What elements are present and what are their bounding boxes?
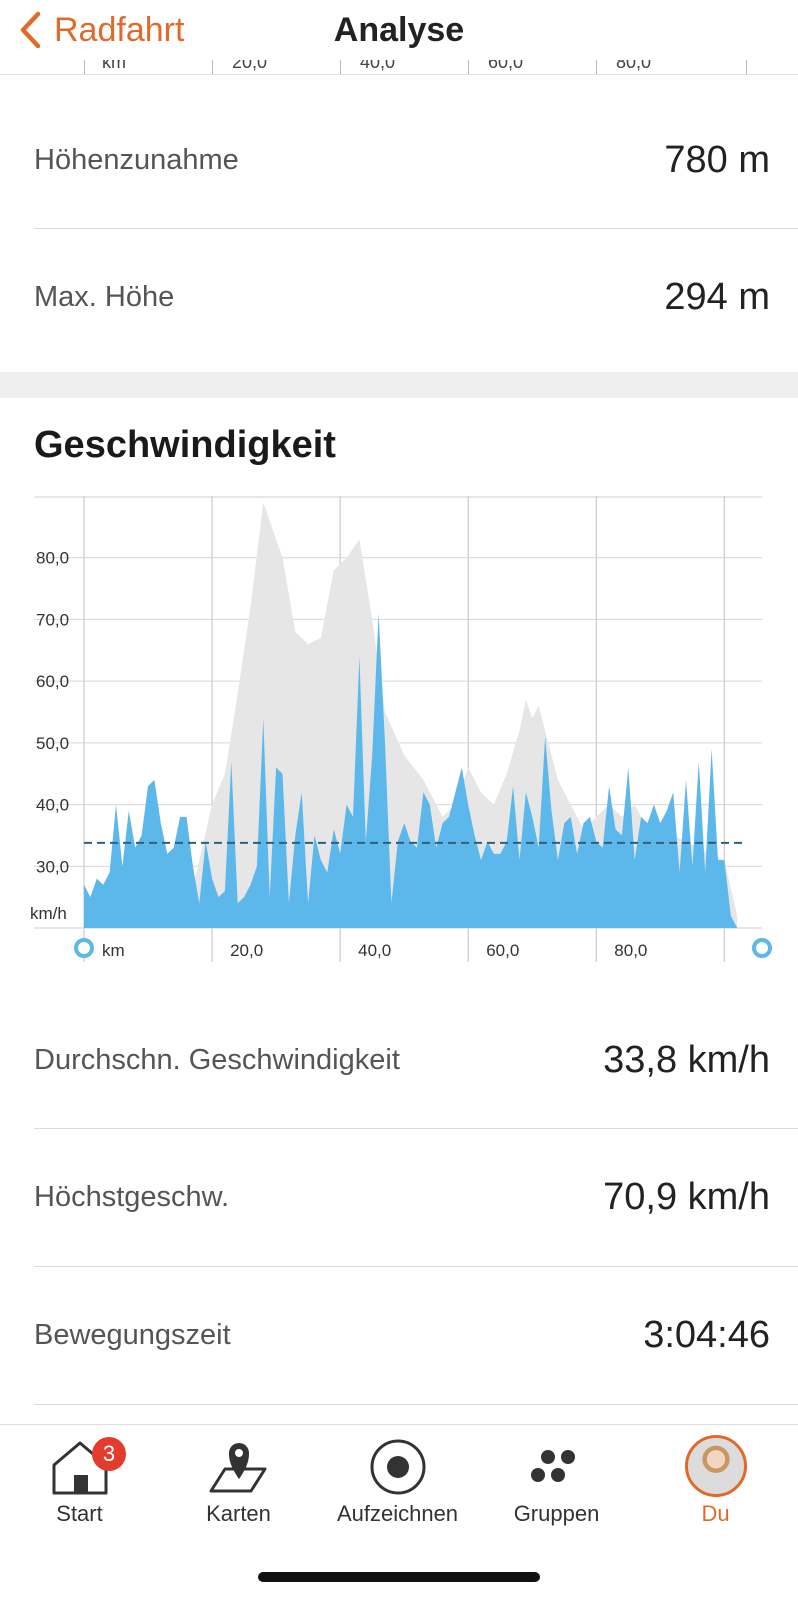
- stat-value: 3:04:46: [643, 1313, 770, 1356]
- bottom-tab-bar: 3 Start Karten Aufzeichnen Gruppen Du: [0, 1424, 798, 1601]
- peek-tick-80: 80,0: [616, 60, 652, 72]
- back-label: Radfahrt: [54, 10, 185, 49]
- speed-area: [84, 613, 738, 928]
- tab-label: Start: [56, 1501, 103, 1526]
- x-axis-unit-label: km: [102, 941, 125, 960]
- back-button[interactable]: Radfahrt: [18, 8, 184, 52]
- map-icon: [209, 1443, 266, 1493]
- y-tick-label: 50,0: [36, 734, 69, 753]
- stat-label: Max. Höhe: [34, 280, 175, 313]
- stat-elevation-gain: Höhenzunahme 780 m: [34, 92, 770, 228]
- stat-value: 294 m: [664, 275, 770, 318]
- peek-tick-km: km: [102, 60, 126, 72]
- tab-label: Aufzeichnen: [336, 1501, 459, 1526]
- stat-label: Höchstgeschw.: [34, 1180, 230, 1213]
- speed-section-title: Geschwindigkeit: [34, 424, 336, 466]
- page-title: Analyse: [333, 11, 465, 49]
- avatar: [684, 1435, 747, 1497]
- home-indicator: [258, 1572, 540, 1582]
- x-tick-label: 20,0: [230, 941, 263, 960]
- tab-aufzeichnen[interactable]: Aufzeichnen: [318, 1425, 477, 1545]
- stat-max-speed: Höchstgeschw. 70,9 km/h: [34, 1129, 770, 1265]
- groups-icon: [530, 1450, 575, 1482]
- stat-label: Höhenzunahme: [34, 143, 239, 176]
- y-axis-unit-label: km/h: [30, 904, 67, 923]
- tab-start[interactable]: 3 Start: [0, 1425, 159, 1545]
- section-separator: [0, 372, 798, 398]
- chevron-left-icon: [20, 11, 41, 49]
- divider: [34, 1404, 798, 1405]
- range-handle-left: [74, 938, 94, 958]
- chart-axis-labels: 30,0 40,0 50,0 60,0 70,0 80,0 km/h km 20,0 40,0 60…: [30, 549, 647, 960]
- stat-value: 70,9 km/h: [603, 1175, 770, 1218]
- stat-label: Bewegungszeit: [34, 1318, 231, 1351]
- divider: [34, 228, 798, 229]
- stat-average-speed: Durchschn. Geschwindigkeit 33,8 km/h: [34, 992, 770, 1128]
- stat-value: 780 m: [664, 138, 770, 181]
- speed-chart[interactable]: 30,0 40,0 50,0 60,0 70,0 80,0 km/h km 20,0 40,0 60…: [0, 496, 798, 986]
- y-tick-label: 70,0: [36, 610, 69, 629]
- peek-tick-20: 20,0: [232, 60, 268, 72]
- peek-tick-60: 60,0: [488, 60, 524, 72]
- x-tick-label: 40,0: [358, 941, 391, 960]
- notification-badge: 3: [92, 1437, 126, 1471]
- stat-max-elevation: Max. Höhe 294 m: [34, 229, 770, 365]
- divider: [34, 1266, 798, 1267]
- peek-tick-40: 40,0: [360, 60, 396, 72]
- y-tick-label: 80,0: [36, 549, 69, 568]
- y-tick-label: 40,0: [36, 796, 69, 815]
- tab-du[interactable]: Du: [636, 1425, 795, 1545]
- x-tick-label: 60,0: [486, 941, 519, 960]
- range-handle-right: [752, 938, 772, 958]
- stat-moving-time: Bewegungszeit 3:04:46: [34, 1267, 770, 1403]
- record-icon: [370, 1439, 425, 1495]
- home-icon: [52, 1441, 107, 1495]
- x-tick-label: 80,0: [614, 941, 647, 960]
- tab-label: Karten: [206, 1501, 271, 1526]
- tab-gruppen[interactable]: Gruppen: [477, 1425, 636, 1545]
- tab-label: Du: [701, 1501, 730, 1526]
- divider: [34, 1128, 798, 1129]
- tab-label: Gruppen: [513, 1501, 600, 1526]
- stat-value: 33,8 km/h: [603, 1038, 770, 1081]
- top-bar: Radfahrt Analyse km 20,0 40,0 60,0 80,0: [0, 0, 798, 75]
- tab-karten[interactable]: Karten: [159, 1425, 318, 1545]
- elevation-chart-axis-peek: km 20,0 40,0 60,0 80,0: [0, 60, 798, 74]
- elevation-background-area: [84, 502, 738, 928]
- y-tick-label: 30,0: [36, 857, 69, 876]
- stat-label: Durchschn. Geschwindigkeit: [34, 1043, 400, 1076]
- y-tick-label: 60,0: [36, 672, 69, 691]
